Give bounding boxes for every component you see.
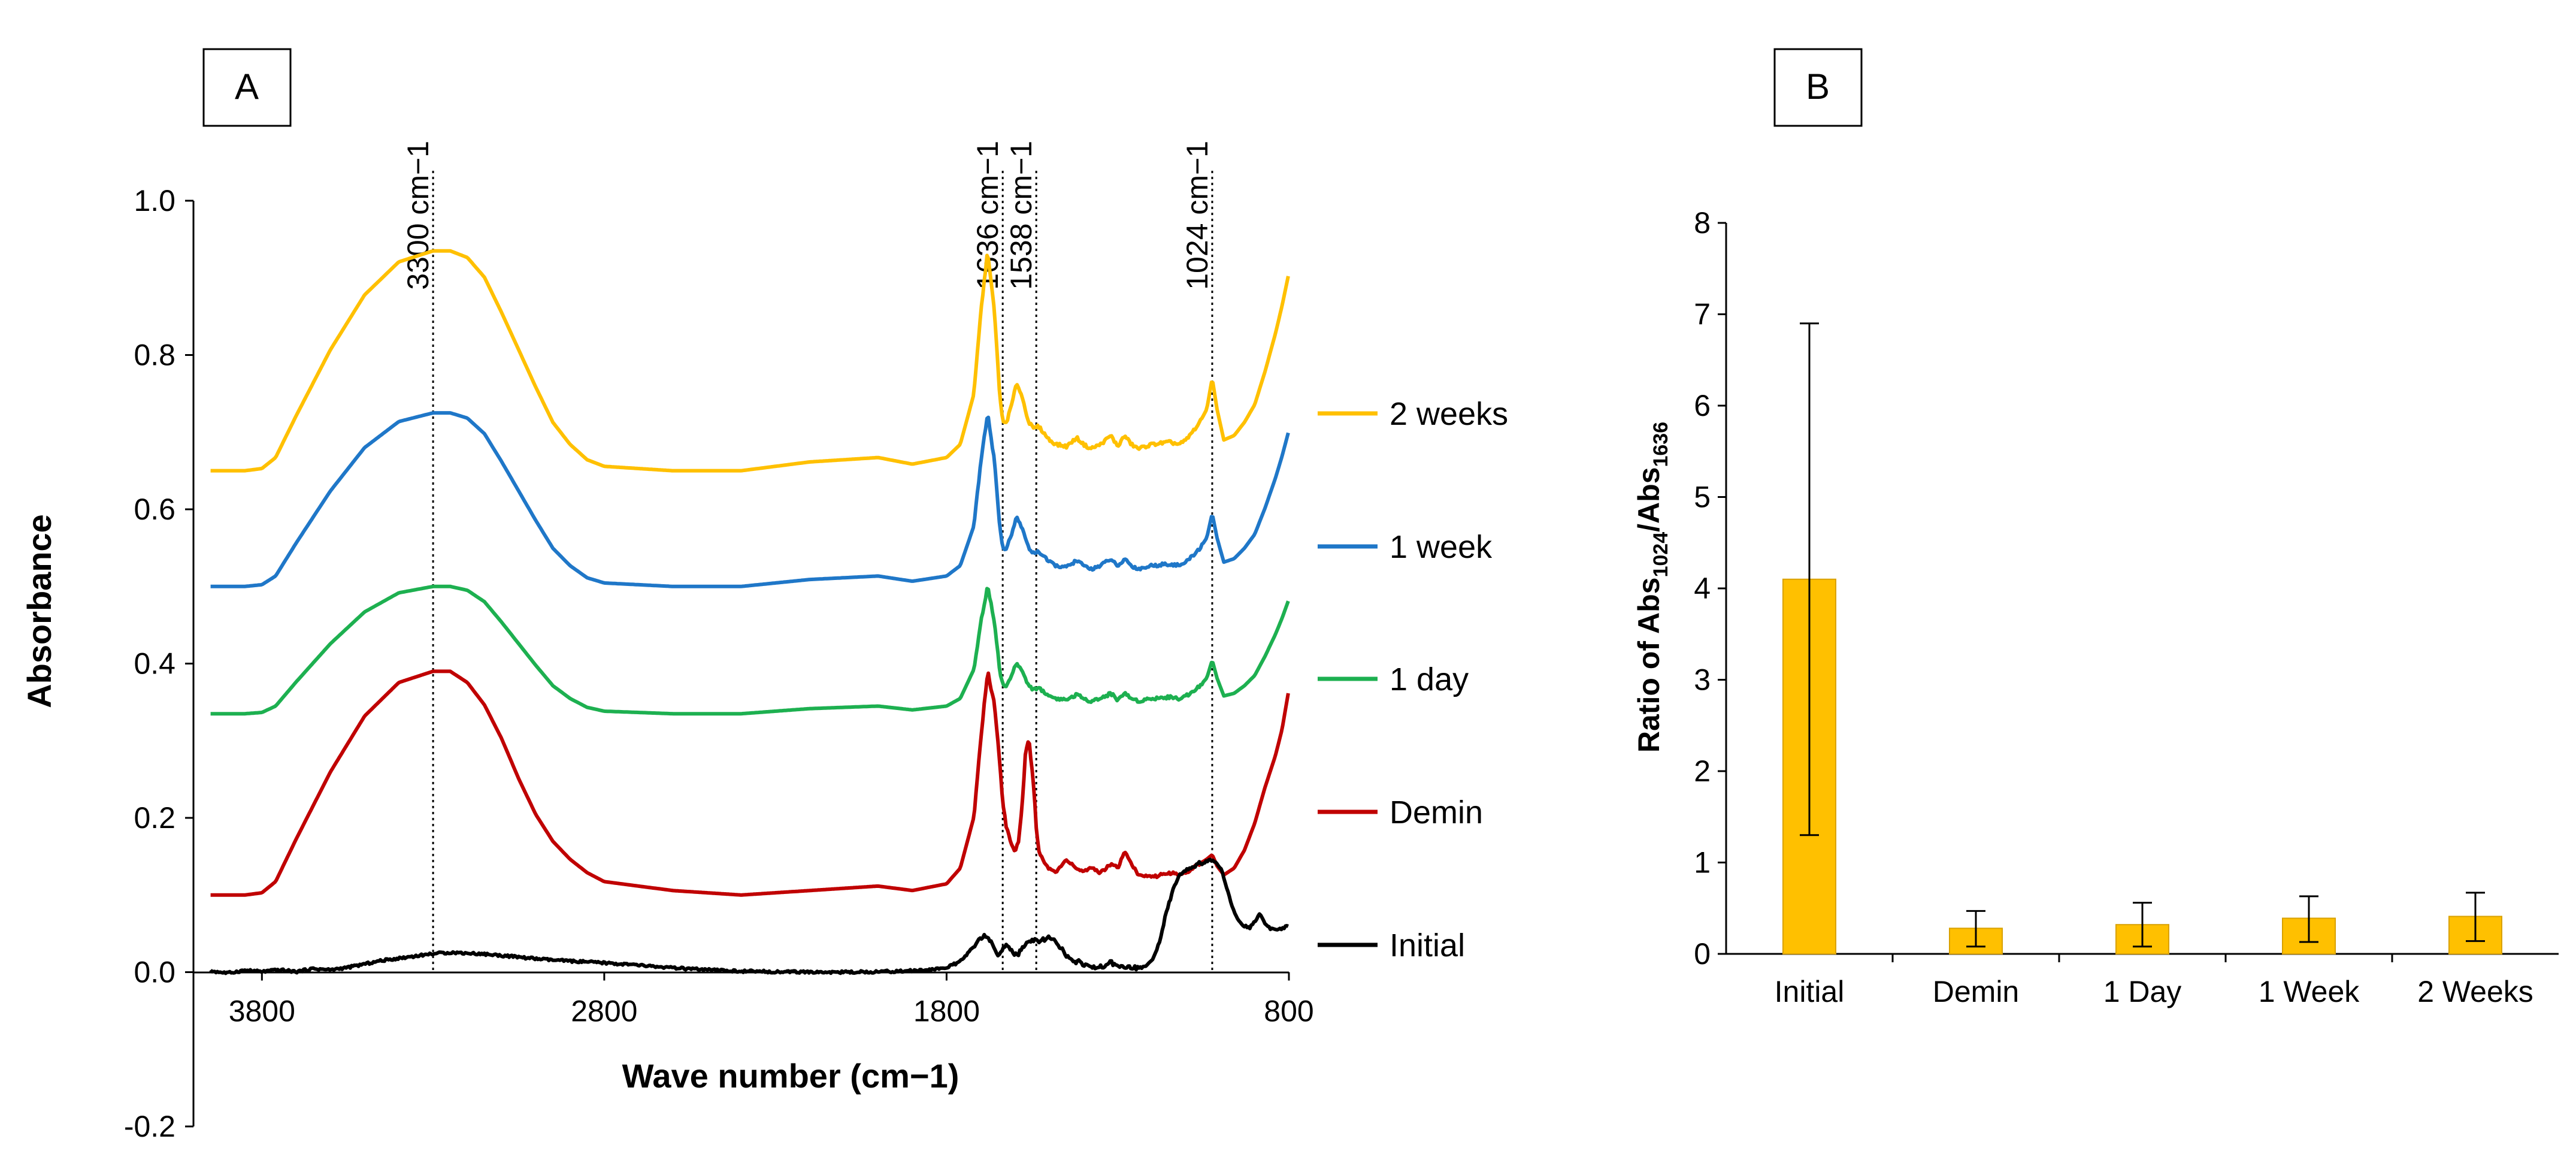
panel-a-legend-label: 1 week <box>1390 529 1493 565</box>
panel-b-y-tick-label: 2 <box>1694 754 1711 788</box>
panel-b-y-tick-label: 8 <box>1694 206 1711 240</box>
panel-b-label-box: B <box>1773 48 1863 127</box>
panel-a-y-tick-label: 0.8 <box>134 339 175 372</box>
panel-b-bars <box>1782 322 2502 955</box>
panel-b-x-tick-label: Initial <box>1775 975 1845 1008</box>
panel-b-x-tick-label: 1 Week <box>2259 975 2360 1008</box>
panel-b-x-tick-label: 1 Day <box>2103 975 2182 1008</box>
panel-a-legend-label: Demin <box>1390 795 1483 830</box>
panel-a-annotation-label: 3300 cm−1 <box>401 141 435 290</box>
panel-a-series-line-1-week <box>210 411 1290 588</box>
panel-a-label: A <box>235 67 259 107</box>
panel-b-label: B <box>1806 67 1830 107</box>
panel-a-y-tick-label: -0.2 <box>124 1110 175 1143</box>
panel-b-y-axis-label: Ratio of Abs1024/Abs1636 <box>1632 422 1672 753</box>
panel-a-y-tick-label: 0.4 <box>134 647 175 681</box>
panel-a-legend: 2 weeks 1 week 1 day Demin Initial <box>1318 396 1508 963</box>
panel-b-x-tick-label: Demin <box>1933 975 2019 1008</box>
panel-a-y-tick-label: 0.6 <box>134 493 175 526</box>
panel-b-ylabel-sub2: 1636 <box>1649 422 1672 467</box>
panel-a-legend-label: 1 day <box>1390 661 1469 697</box>
panel-b-y-tick-label: 3 <box>1694 663 1711 697</box>
panel-a-series-line-1-day <box>210 584 1290 716</box>
panel-a-chart: Absorbance Wave number (cm−1) 1.0 0.8 0.6 0… <box>20 141 1508 1143</box>
panel-a-y-tick-label: 0.0 <box>134 956 175 989</box>
panel-a-annotations: 3300 cm−1 1636 cm−1 1538 cm−1 1024 cm−1 <box>401 141 1214 972</box>
panel-a-x-tick-label: 2800 <box>571 995 637 1028</box>
panel-a-legend-label: Initial <box>1390 928 1465 963</box>
panel-a-annotation-label: 1538 cm−1 <box>1004 141 1038 290</box>
panel-b-y-tick-label: 1 <box>1694 846 1711 880</box>
panel-b-y-tick-label: 7 <box>1694 298 1711 331</box>
panel-a-x-tick-label: 3800 <box>229 995 295 1028</box>
panel-b-chart: Ratio of Abs1024/Abs1636 0 1 2 3 4 5 6 7 8 Initi… <box>1632 206 2559 1008</box>
panel-a-x-axis-label: Wave number (cm−1) <box>622 1057 959 1095</box>
panel-b-ylabel-mid: /Abs <box>1632 467 1666 532</box>
panel-a-x-tick-label: 1800 <box>913 995 980 1028</box>
panel-a-y-tick-label: 1.0 <box>134 184 175 218</box>
panel-b-y-tick-label: 0 <box>1694 937 1711 971</box>
panel-a-annotation-label: 1024 cm−1 <box>1180 141 1214 290</box>
panel-b-ylabel-sub1: 1024 <box>1649 532 1672 578</box>
panel-a-label-box: A <box>202 48 292 127</box>
panel-a-x-tick-label: 800 <box>1264 995 1313 1028</box>
panel-b-y-tick-label: 4 <box>1694 572 1711 605</box>
panel-a-legend-label: 2 weeks <box>1390 396 1508 432</box>
panel-b-y-ticks: 0 1 2 3 4 5 6 7 8 <box>1694 206 1726 971</box>
panel-b-y-tick-label: 5 <box>1694 481 1711 514</box>
panel-a-y-tick-label: 0.2 <box>134 801 175 835</box>
panel-b-y-tick-label: 6 <box>1694 389 1711 422</box>
panel-a-series-line-2-weeks <box>210 249 1290 473</box>
panel-a-series <box>209 249 1290 975</box>
panel-a-series-line-demin <box>210 669 1290 897</box>
panel-a-series-line-initial <box>209 857 1289 975</box>
panel-a-y-axis-label: Absorbance <box>20 514 58 708</box>
panel-b-x-tick-label: 2 Weeks <box>2417 975 2533 1008</box>
panel-a-x-ticks: 3800 2800 1800 800 <box>229 972 1314 1028</box>
panel-b-ylabel-main: Ratio of Abs <box>1632 578 1666 753</box>
panel-b-x-ticks: Initial Demin 1 Day 1 Week 2 Weeks <box>1775 954 2533 1008</box>
panel-a-y-ticks: 1.0 0.8 0.6 0.4 0.2 0.0 -0.2 <box>124 184 193 1143</box>
